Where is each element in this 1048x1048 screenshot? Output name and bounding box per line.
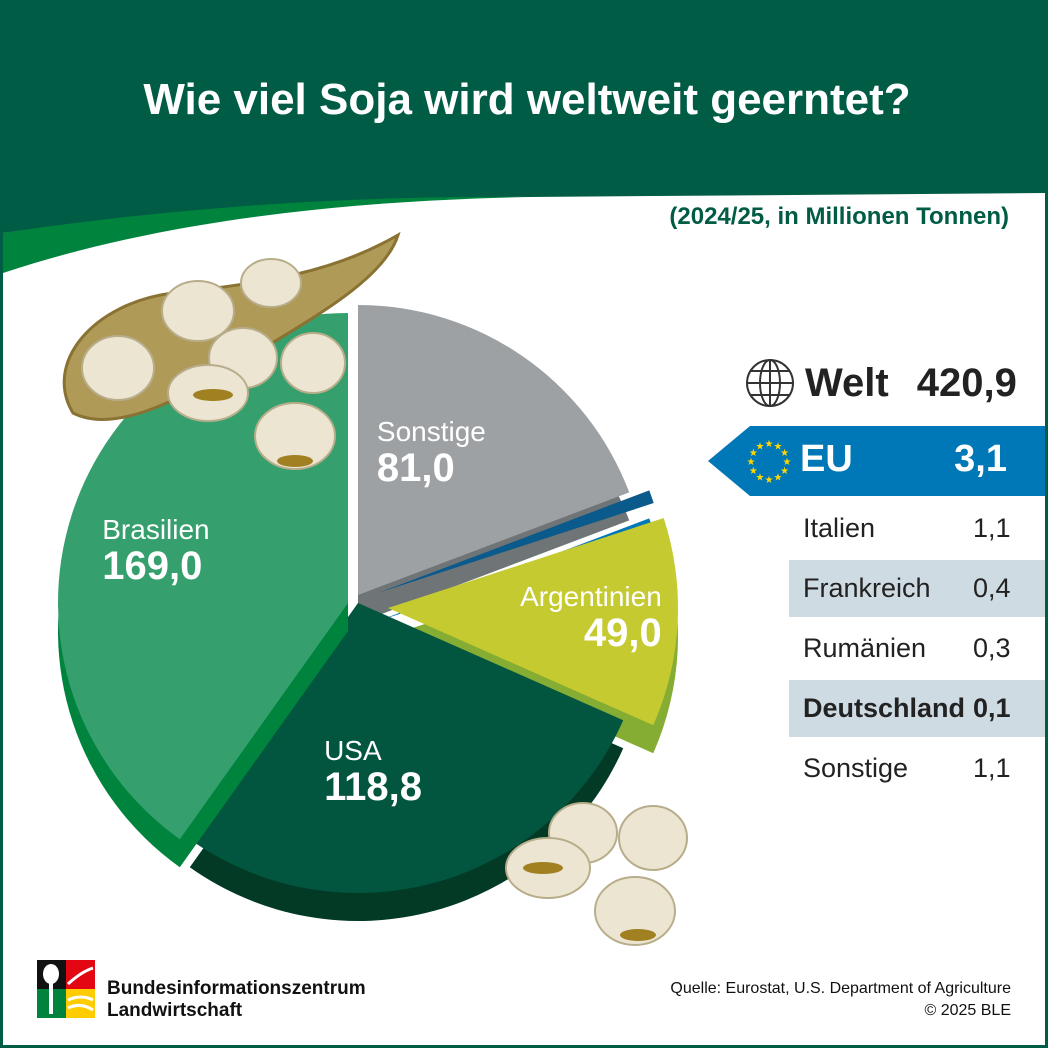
svg-text:★: ★	[756, 441, 765, 452]
source-note: Quelle: Eurostat, U.S. Department of Agr…	[670, 978, 1011, 1022]
svg-text:★: ★	[780, 466, 789, 477]
organization-name: Bundesinformationszentrum Landwirtschaft	[107, 978, 366, 1022]
world-value: 420,9	[916, 360, 1017, 405]
world-label: Welt	[805, 360, 889, 405]
svg-text:★: ★	[765, 439, 774, 450]
org-line-2: Landwirtschaft	[107, 1000, 243, 1021]
copyright-text: © 2025 BLE	[924, 1002, 1011, 1019]
country-value: 0,3	[973, 633, 1011, 663]
slice-label-brasilien: Brasilien 169,0	[102, 512, 282, 589]
eu-flag-stars-icon: ★★★★★★★★★ ★ ★★	[747, 439, 792, 486]
slice-value: 169,0	[102, 544, 203, 589]
header-swoosh	[3, 153, 1045, 273]
slice-label-usa: USA 118,8	[324, 733, 504, 809]
eu-row-frankreich: Frankreich 0,4	[789, 560, 1045, 617]
pie-chart	[58, 231, 688, 946]
globe-icon	[746, 359, 794, 407]
country-name: Rumänien	[803, 633, 927, 663]
ble-logo	[37, 960, 95, 1018]
svg-text:★: ★	[749, 466, 758, 477]
slice-label-argentinien: Argentinien 49,0	[482, 579, 662, 655]
country-value: 1,1	[973, 753, 1011, 783]
eu-row-rumaenien: Rumänien 0,3	[789, 620, 1045, 677]
world-total: Welt 420,9	[745, 358, 1017, 408]
page-title: Wie viel Soja wird weltweit geerntet?	[143, 75, 911, 124]
eu-row-sonstige: Sonstige 1,1	[789, 740, 1045, 797]
country-value: 0,1	[973, 693, 1011, 723]
svg-text:★: ★	[765, 475, 774, 486]
slice-name: Brasilien	[102, 514, 210, 546]
svg-text:★: ★	[774, 441, 783, 452]
slice-value: 118,8	[324, 764, 422, 809]
source-text: Quelle: Eurostat, U.S. Department of Agr…	[670, 980, 1011, 997]
svg-text:★: ★	[756, 473, 765, 484]
svg-text:★: ★	[747, 457, 756, 468]
pie-slice-sonstige	[358, 305, 630, 595]
svg-text:★: ★	[749, 448, 758, 459]
slice-value: 81,0	[376, 445, 455, 490]
country-name: Deutschland	[803, 693, 966, 723]
slice-value: 49,0	[583, 610, 662, 655]
country-name: Sonstige	[803, 753, 909, 783]
pie-slice-usa	[189, 603, 624, 894]
country-value: 0,4	[973, 573, 1011, 603]
eu-label: EU	[800, 438, 853, 480]
slice-name: Sonstige	[376, 415, 486, 447]
subtitle: (2024/25, in Millionen Tonnen)	[669, 203, 1009, 230]
svg-text:★: ★	[783, 457, 792, 468]
eu-row-italien: Italien 1,1	[789, 500, 1045, 557]
country-name: Italien	[803, 513, 876, 543]
country-value: 1,1	[973, 513, 1011, 543]
pie-slice-eu	[378, 490, 654, 593]
soybean-decoration	[62, 231, 688, 946]
eu-value: 3,1	[954, 438, 1007, 480]
svg-text:★: ★	[774, 473, 783, 484]
slice-name: USA	[324, 734, 382, 766]
svg-text:★: ★	[780, 448, 789, 459]
slice-name: Argentinien	[520, 580, 662, 612]
slice-label-sonstige: Sonstige 81,0	[376, 414, 557, 490]
eu-banner: ★ ★ ★ ★ ★ ★ ★ ★ ★ ★ ★ ★ EU 3,1	[708, 426, 1045, 496]
eu-row-deutschland: Deutschland 0,1	[789, 680, 1045, 737]
country-name: Frankreich	[803, 573, 931, 603]
org-line-1: Bundesinformationszentrum	[107, 978, 366, 999]
pie-slice-argentinien	[388, 518, 678, 726]
